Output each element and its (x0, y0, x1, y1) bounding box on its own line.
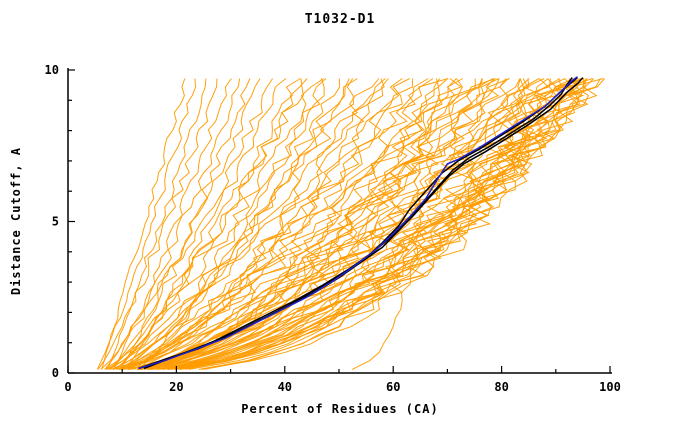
ensemble-curve (118, 78, 341, 370)
x-tick-label: 20 (169, 380, 183, 394)
ensemble-curve (109, 78, 274, 370)
ensemble-curve (107, 78, 301, 370)
ensemble-curve (120, 78, 494, 370)
ensemble-curve (127, 78, 500, 370)
x-tick-label: 100 (599, 380, 621, 394)
y-tick-label: 0 (52, 366, 59, 380)
ensemble-curve (174, 78, 601, 370)
ensemble-curve (140, 78, 441, 370)
ensemble-curve (104, 78, 241, 370)
ensemble-curve (174, 78, 563, 370)
ensemble-curve (351, 78, 441, 370)
ensemble-curve (105, 78, 386, 370)
ensemble-curve (96, 78, 197, 370)
ensemble-curve (100, 78, 261, 370)
y-tick-label: 10 (45, 63, 59, 77)
ensemble-curve (108, 78, 358, 370)
ensemble-curve (158, 78, 530, 370)
ensemble-curve (124, 78, 287, 370)
ensemble-curve (180, 78, 549, 370)
ensemble-curve (113, 78, 449, 370)
ensemble-curve (119, 78, 251, 370)
y-axis-label: Distance Cutoff, A (9, 146, 23, 296)
ensemble-curve (104, 78, 325, 370)
x-tick-label: 60 (386, 380, 400, 394)
ensemble-curve (146, 78, 500, 370)
ensemble-curve (122, 78, 410, 370)
chart-title: T1032-D1 (304, 12, 376, 27)
x-tick-label: 40 (278, 380, 292, 394)
ensemble-curve (97, 78, 218, 370)
ensemble-curve (133, 78, 350, 370)
ensemble-curve (200, 78, 587, 370)
ensemble-curve (152, 78, 529, 370)
ensemble-curve (101, 78, 186, 370)
model-blue-curve (138, 76, 578, 370)
ensemble-curve (111, 78, 434, 370)
ensemble-curve (115, 78, 308, 370)
x-tick-label: 80 (494, 380, 508, 394)
ensemble-curve (128, 78, 385, 370)
ensemble-curve (116, 78, 509, 370)
ensemble-curve (150, 78, 544, 370)
ensemble-curve (139, 78, 604, 370)
x-axis-label: Percent of Residues (CA) (241, 402, 439, 416)
ensemble-curve (136, 78, 389, 370)
ensemble-curve (122, 78, 449, 370)
ensemble-curve (136, 78, 581, 370)
ensemble-curve (166, 78, 605, 370)
ensemble-curve (116, 78, 304, 370)
ensemble-curve (118, 78, 414, 370)
y-tick-label: 5 (52, 215, 59, 229)
ensemble-curve (113, 78, 232, 370)
ensemble-curve (188, 78, 585, 370)
ensemble-curve (118, 78, 403, 370)
ensemble-curve (122, 78, 463, 370)
x-tick-label: 0 (64, 380, 71, 394)
ensemble-curve (138, 78, 325, 370)
ensemble-curve (139, 78, 483, 370)
ensemble-curve (127, 78, 380, 370)
ensemble-curve (112, 78, 355, 370)
ensemble-curve (107, 78, 207, 370)
ensemble-curve (138, 78, 530, 370)
ensemble-curve (204, 78, 581, 370)
